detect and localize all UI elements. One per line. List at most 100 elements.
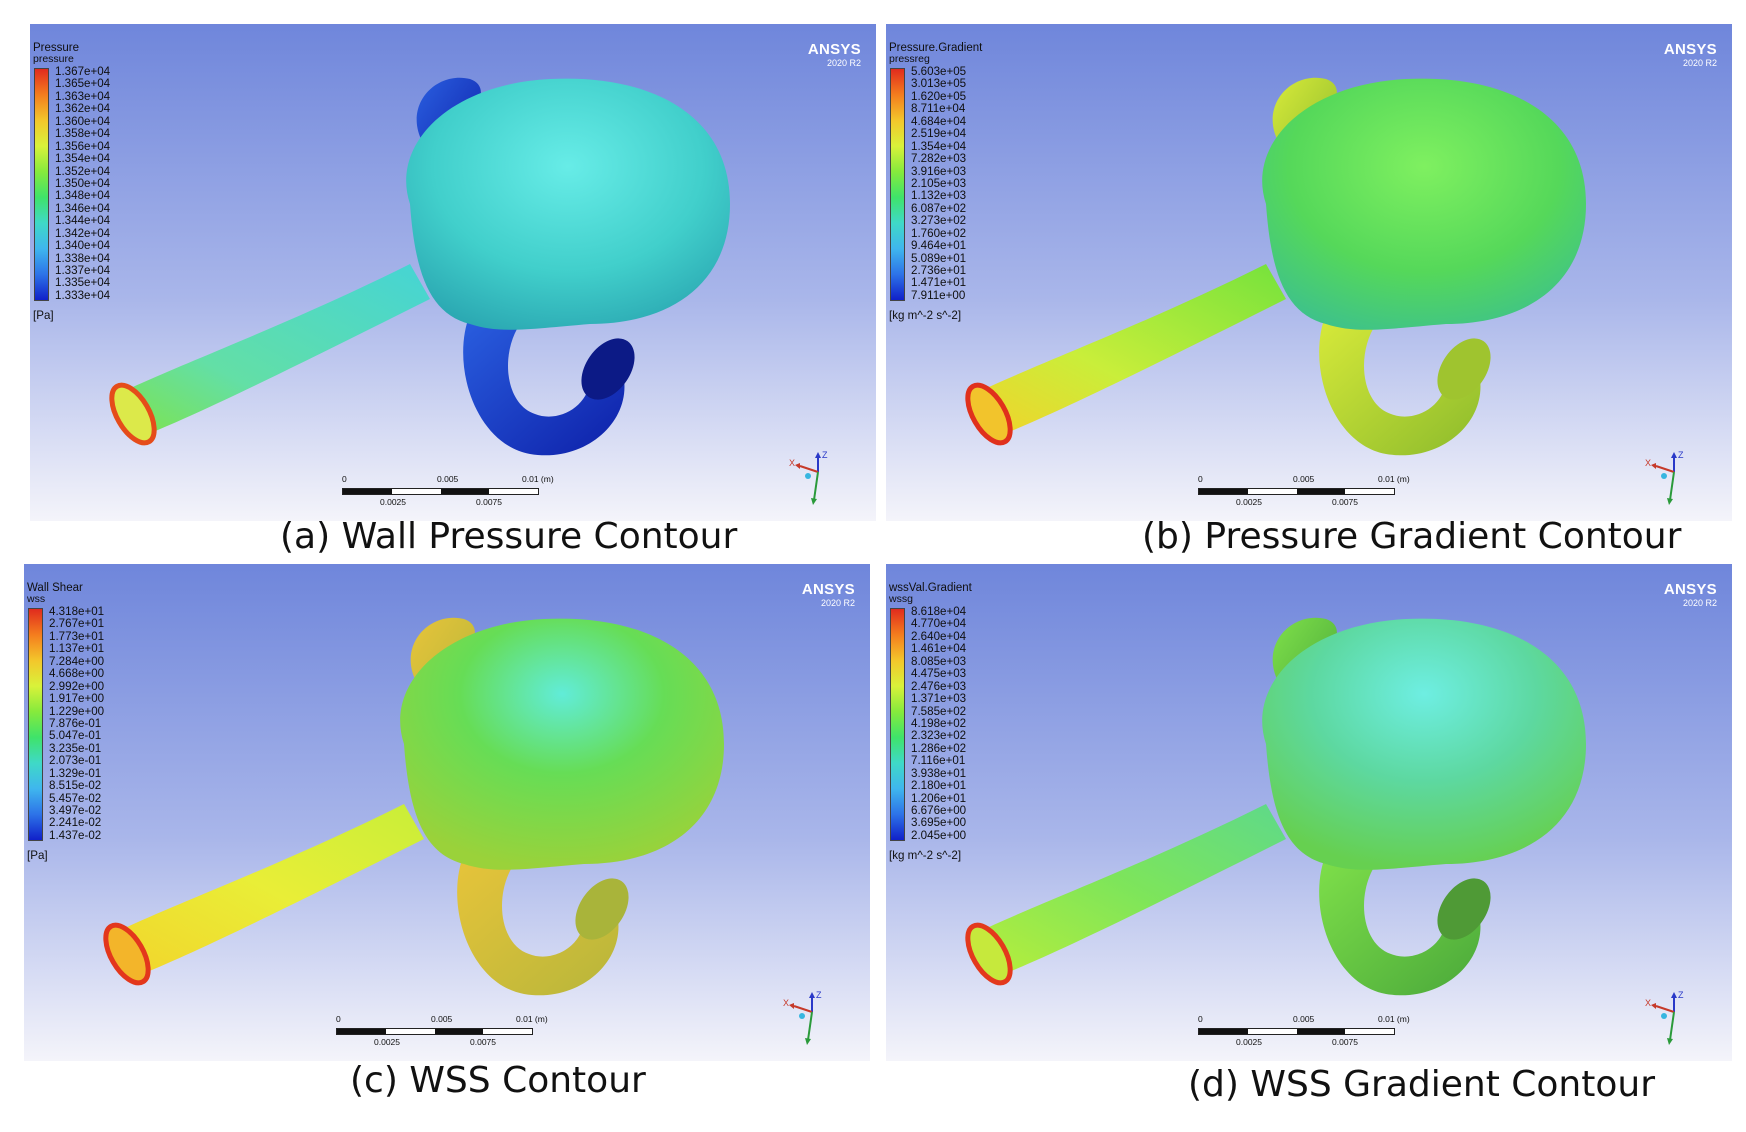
scale-ruler [342, 488, 539, 495]
scale-label: 0.005 [431, 1014, 453, 1024]
scale-label: 0.0025 [374, 1037, 400, 1047]
panel-b: Pressure.Gradient pressreg 5.603e+05 3.01… [886, 24, 1732, 521]
legend-tick-label: 1.335e+04 [55, 276, 111, 290]
legend-tick-label: 2.180e+01 [911, 779, 967, 793]
triad-x-label: X [1645, 458, 1651, 468]
legend-variable: pressure [33, 53, 74, 65]
scale-segment [1199, 1029, 1248, 1034]
legend-ticks: 1.367e+04 1.365e+04 1.363e+04 1.362e+04 1.36… [55, 65, 111, 302]
aneurysm-model [103, 617, 724, 996]
legend-tick-label: 1.337e+04 [55, 264, 111, 277]
legend-tick-label: 7.116e+01 [911, 754, 966, 768]
legend-tick-label: 1.346e+04 [55, 201, 111, 215]
legend-variable: wss [27, 593, 46, 605]
legend-tick-label: 1.367e+04 [55, 65, 111, 78]
legend-tick-label: 8.711e+04 [911, 102, 966, 116]
caption-d: (d) WSS Gradient Contour [1188, 1064, 1655, 1105]
legend-tick-label: 8.515e-02 [49, 779, 102, 793]
legend-tick-label: 3.916e+03 [911, 164, 967, 178]
legend-tick-label: 6.087e+02 [911, 201, 967, 215]
legend-tick-label: 2.105e+03 [911, 176, 967, 190]
legend-tick-label: 2.073e-01 [49, 754, 102, 768]
aneurysm-model [109, 77, 730, 456]
legend-tick-label: 2.241e-02 [49, 816, 102, 830]
scale-label: 0.0025 [1236, 1037, 1262, 1047]
legend-unit: [kg m^-2 s^-2] [889, 849, 962, 862]
logo-text: ANSYS [801, 581, 855, 598]
legend-tick-label: 1.338e+04 [55, 251, 111, 265]
scale-segment [337, 1029, 386, 1034]
legend-tick-label: 7.911e+00 [911, 288, 966, 302]
caption-b: (b) Pressure Gradient Contour [1142, 516, 1682, 557]
legend-title: wssVal.Gradient [889, 582, 972, 594]
legend-ticks: 4.318e+01 2.767e+01 1.773e+01 1.137e+01 7.28… [49, 605, 105, 842]
scale-segment [1296, 1029, 1346, 1034]
scale-label: 0.0075 [1332, 497, 1358, 507]
axis-triad: XZ [789, 450, 828, 505]
scale-segment [1345, 1029, 1394, 1034]
legend-title: Wall Shear [27, 582, 83, 594]
scale-segment [440, 489, 490, 494]
aneurysm-model [965, 617, 1586, 996]
legend-tick-label: 1.358e+04 [55, 127, 111, 141]
triad-x-label: X [1645, 998, 1651, 1008]
panel-d: wssVal.Gradient wssg 8.618e+04 4.770e+04 2… [886, 564, 1732, 1061]
legend-tick-label: 1.371e+03 [911, 692, 967, 706]
legend-tick-label: 1.360e+04 [55, 114, 111, 128]
ansys-logo: ANSYS 2020 R2 [1663, 41, 1717, 69]
logo-version: 2020 R2 [1682, 58, 1717, 68]
axis-triad: XZ [1645, 450, 1684, 505]
legend-tick-label: 8.618e+04 [911, 605, 967, 618]
triad-x-label: X [789, 458, 795, 468]
legend-variable: pressreg [889, 53, 930, 65]
legend-tick-label: 7.284e+00 [49, 654, 105, 668]
legend-tick-label: 2.640e+04 [911, 629, 967, 643]
legend-unit: [Pa] [27, 849, 48, 862]
legend-tick-label: 1.356e+04 [55, 139, 111, 153]
legend-tick-label: 2.519e+04 [911, 127, 967, 141]
color-legend-bar [34, 68, 49, 301]
axis-triad: XZ [783, 990, 822, 1045]
color-legend-bar [890, 608, 905, 841]
legend-tick-label: 2.045e+00 [911, 828, 967, 842]
legend-tick-label: 5.047e-01 [49, 729, 102, 743]
caption-c: (c) WSS Contour [350, 1060, 646, 1101]
legend-tick-label: 1.132e+03 [911, 189, 967, 203]
logo-version: 2020 R2 [826, 58, 861, 68]
scale-label: 0.005 [1293, 474, 1315, 484]
legend-tick-label: 2.476e+03 [911, 679, 967, 693]
legend-tick-label: 2.767e+01 [49, 617, 105, 631]
legend-tick-label: 8.085e+03 [911, 654, 967, 668]
scale-segment [434, 1029, 484, 1034]
triad-x-label: X [783, 998, 789, 1008]
legend-tick-label: 1.329e-01 [49, 766, 102, 780]
legend-tick-label: 9.464e+01 [911, 239, 967, 253]
legend-tick-label: 4.318e+01 [49, 605, 105, 618]
legend-ticks: 5.603e+05 3.013e+05 1.620e+05 8.711e+04 4.68… [911, 65, 967, 302]
triad-z-label: Z [822, 450, 828, 460]
legend-tick-label: 1.286e+02 [911, 741, 967, 755]
triad-z-label: Z [816, 990, 822, 1000]
legend-unit: [kg m^-2 s^-2] [889, 309, 962, 322]
scale-segment [1199, 489, 1248, 494]
logo-text: ANSYS [807, 41, 861, 58]
scale-label: 0 [336, 1014, 341, 1024]
scale-label: 0.0075 [476, 497, 502, 507]
logo-text: ANSYS [1663, 41, 1717, 58]
logo-text: ANSYS [1663, 581, 1717, 598]
scale-label: 0.005 [437, 474, 459, 484]
scale-segment [385, 1029, 435, 1034]
legend-tick-label: 1.773e+01 [49, 629, 105, 643]
legend-unit: [Pa] [33, 309, 54, 322]
legend-tick-label: 1.344e+04 [55, 214, 111, 228]
logo-version: 2020 R2 [820, 598, 855, 608]
scale-label: 0.01 (m) [516, 1014, 548, 1024]
triad-z-label: Z [1678, 990, 1684, 1000]
ansys-logo: ANSYS 2020 R2 [1663, 581, 1717, 609]
legend-ticks: 8.618e+04 4.770e+04 2.640e+04 1.461e+04 8.08… [911, 605, 967, 842]
scale-label: 0.01 (m) [1378, 1014, 1410, 1024]
legend-tick-label: 1.206e+01 [911, 791, 967, 805]
legend-tick-label: 1.354e+04 [55, 152, 111, 166]
logo-version: 2020 R2 [1682, 598, 1717, 608]
legend-tick-label: 3.695e+00 [911, 816, 967, 830]
